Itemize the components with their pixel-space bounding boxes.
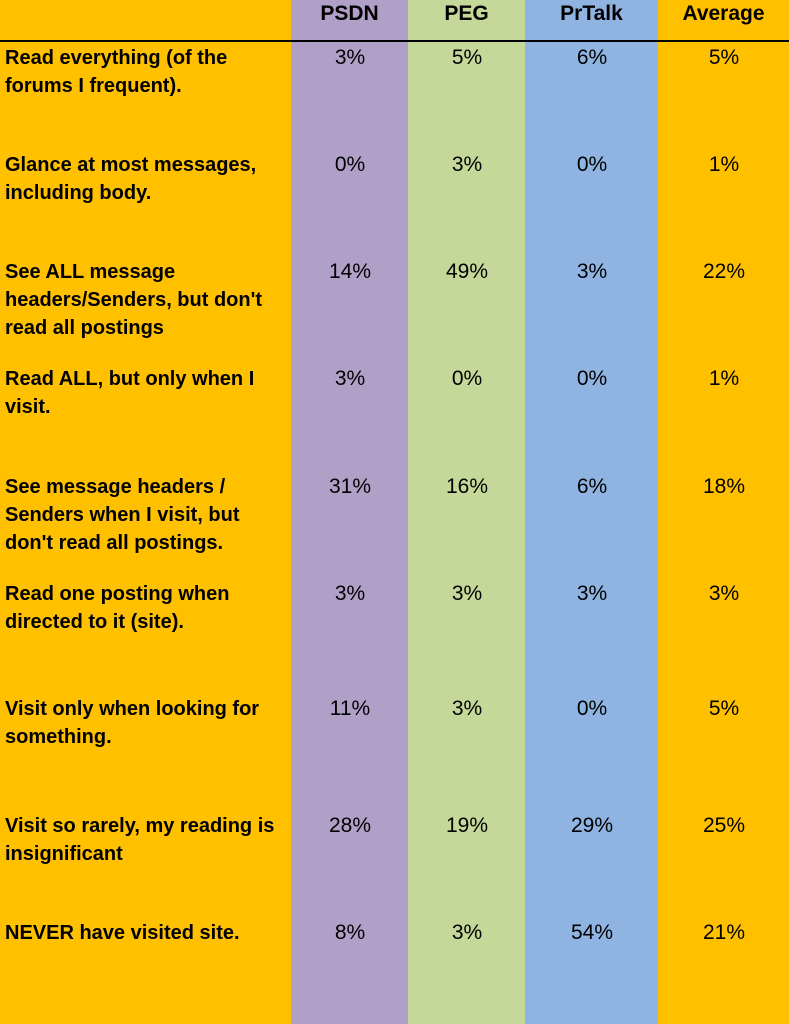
column-header-psdn: PSDN: [320, 2, 379, 25]
row-label: Read one posting when directed to it (si…: [5, 583, 230, 633]
cell-prtalk: 3%: [576, 582, 608, 605]
cell-average: 1%: [708, 367, 740, 390]
cell-psdn: 28%: [328, 814, 372, 837]
cell-prtalk: 6%: [576, 46, 608, 69]
cell-prtalk: 0%: [576, 697, 608, 720]
cell-peg: 49%: [445, 260, 489, 283]
column-header-average: Average: [682, 2, 765, 25]
label-column-background: [0, 0, 291, 1024]
prtalk-column-background: [525, 0, 658, 1024]
row-label: See ALL message headers/Senders, but don…: [5, 261, 263, 339]
cell-peg: 0%: [451, 367, 483, 390]
cell-psdn: 3%: [334, 582, 366, 605]
cell-prtalk: 0%: [576, 367, 608, 390]
row-label: Read ALL, but only when I visit.: [5, 368, 255, 418]
cell-peg: 5%: [451, 46, 483, 69]
cell-peg: 3%: [451, 921, 483, 944]
cell-peg: 19%: [445, 814, 489, 837]
cell-prtalk: 54%: [570, 921, 614, 944]
cell-peg: 3%: [451, 153, 483, 176]
row-label: Read everything (of the forums I frequen…: [5, 47, 228, 97]
cell-psdn: 8%: [334, 921, 366, 944]
cell-average: 22%: [702, 260, 746, 283]
cell-psdn: 0%: [334, 153, 366, 176]
cell-psdn: 3%: [334, 46, 366, 69]
column-header-prtalk: PrTalk: [560, 2, 623, 25]
cell-average: 5%: [708, 697, 740, 720]
row-label: Visit so rarely, my reading is insignifi…: [5, 815, 275, 865]
cell-average: 25%: [702, 814, 746, 837]
header-divider: [0, 40, 789, 42]
psdn-column-background: [291, 0, 408, 1024]
cell-average: 1%: [708, 153, 740, 176]
cell-average: 18%: [702, 475, 746, 498]
cell-prtalk: 29%: [570, 814, 614, 837]
cell-peg: 3%: [451, 582, 483, 605]
cell-psdn: 31%: [328, 475, 372, 498]
row-label: NEVER have visited site.: [5, 922, 240, 944]
cell-psdn: 3%: [334, 367, 366, 390]
cell-average: 3%: [708, 582, 740, 605]
peg-column-background: [408, 0, 525, 1024]
cell-prtalk: 0%: [576, 153, 608, 176]
cell-psdn: 14%: [328, 260, 372, 283]
average-column-background: [658, 0, 789, 1024]
cell-prtalk: 6%: [576, 475, 608, 498]
cell-average: 5%: [708, 46, 740, 69]
row-label: Visit only when looking for something.: [5, 698, 260, 748]
cell-average: 21%: [702, 921, 746, 944]
row-label: See message headers / Senders when I vis…: [5, 476, 240, 554]
cell-peg: 3%: [451, 697, 483, 720]
row-label: Glance at most messages, including body.: [5, 154, 257, 204]
column-header-peg: PEG: [444, 2, 489, 25]
cell-psdn: 11%: [329, 697, 371, 720]
cell-prtalk: 3%: [576, 260, 608, 283]
cell-peg: 16%: [445, 475, 489, 498]
